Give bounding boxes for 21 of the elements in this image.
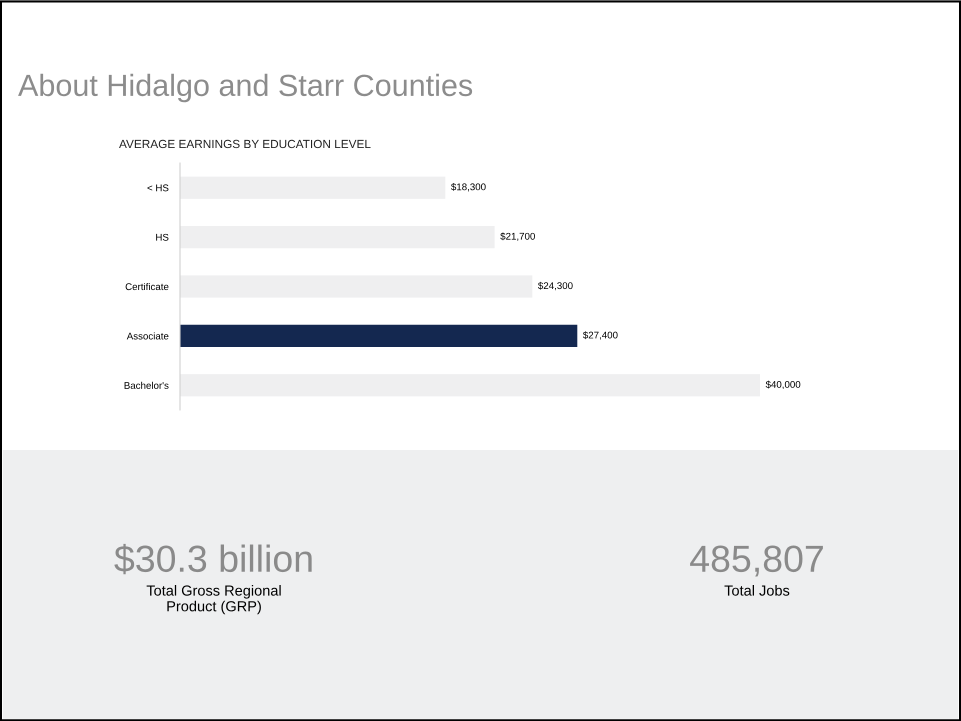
chart-title: About Hidalgo and Starr Counties xyxy=(18,74,472,102)
text: 485,807 xyxy=(690,546,823,576)
y-tick-label: HS xyxy=(156,234,168,241)
y-tick-label: Bachelor's xyxy=(124,382,169,389)
data-label: $24,300 xyxy=(538,282,573,290)
bar xyxy=(180,324,578,348)
text: Total Jobs xyxy=(724,585,790,596)
data-label: $40,000 xyxy=(766,380,800,390)
text: Total Gross Regional Product (GRP) xyxy=(146,585,281,614)
y-tick-label: < HS xyxy=(147,184,168,192)
y-tick-label: Associate xyxy=(126,332,168,340)
bar xyxy=(180,275,532,298)
data-label: $27,400 xyxy=(582,331,618,340)
text: $30.3 billion xyxy=(114,544,312,574)
bar xyxy=(180,374,760,396)
chart-subtitle: AVERAGE EARNINGS BY EDUCATION LEVEL xyxy=(119,140,371,148)
bar xyxy=(180,226,495,248)
y-tick-label: Certificate xyxy=(126,282,168,290)
bar xyxy=(180,176,446,199)
data-label: $18,300 xyxy=(451,183,486,192)
data-label: $21,700 xyxy=(500,232,535,241)
